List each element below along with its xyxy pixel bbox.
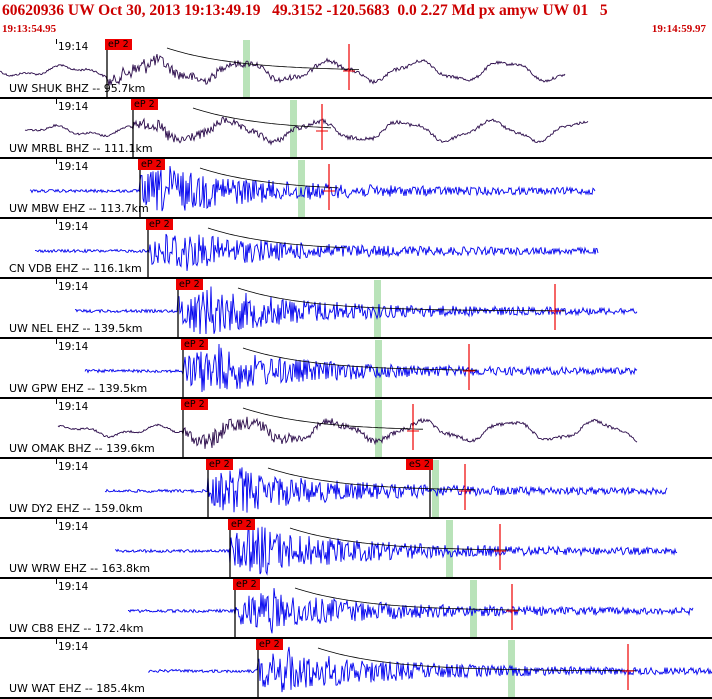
waveform-trace [74,286,638,335]
waveform-trace [35,233,599,271]
waveform-trace [24,116,589,146]
s-window-marker [375,340,382,398]
trace-separator [0,97,712,99]
waveform-trace [29,165,596,212]
s-window-marker [374,280,381,338]
p-pick-label[interactable]: eP 2 [105,39,132,50]
coda-curve [242,347,477,371]
trace-time-label: 19:14 [58,581,89,593]
trace-separator [0,337,712,339]
station-label[interactable]: UW DY2 EHZ -- 159.0km [9,502,143,515]
station-label[interactable]: UW NEL EHZ -- 139.5km [9,322,143,335]
trace-separator [0,517,712,519]
coda-curve [289,527,510,551]
waveform-trace [84,343,638,393]
waveform-trace [127,588,694,634]
minute-tick [56,219,57,224]
coda-curve [294,587,521,611]
station-label[interactable]: UW CB8 EHZ -- 172.4km [9,622,144,635]
station-label[interactable]: UW GPW EHZ -- 139.5km [9,382,148,395]
event-title: 60620936 UW Oct 30, 2013 19:13:49.19 49.… [2,2,608,19]
station-label[interactable]: UW WRW EHZ -- 163.8km [9,562,151,575]
start-time: 19:13:54.95 [2,23,57,35]
trace-separator [0,457,712,459]
minute-tick [56,579,57,584]
coda-curve [237,287,565,312]
trace-separator [0,637,712,639]
waveform-trace [104,467,668,513]
trace-separator [0,277,712,279]
s-pick-label[interactable]: eS 2 [406,459,433,470]
p-pick-label[interactable]: eP 2 [181,339,208,350]
p-pick-label[interactable]: eP 2 [146,219,173,230]
station-label[interactable]: CN VDB EHZ -- 116.1km [9,262,142,275]
trace-separator [0,397,712,399]
coda-curve [192,107,332,129]
trace-time-label: 19:14 [58,161,89,173]
waveform-trace [148,646,712,693]
minute-tick [56,39,57,44]
s-window-marker [243,40,250,98]
trace-time-label: 19:14 [58,461,89,473]
s-window-marker [375,400,382,458]
trace-time-label: 19:14 [58,341,89,353]
station-label[interactable]: UW MRBL BHZ -- 111.1km [9,142,153,155]
station-label[interactable]: UW WAT EHZ -- 185.4km [9,682,145,695]
p-pick-label[interactable]: eP 2 [138,159,165,170]
minute-tick [56,459,57,464]
p-pick-label[interactable]: eP 2 [228,519,255,530]
coda-curve [207,227,347,249]
waveform-trace [0,53,566,86]
trace-separator [0,217,712,219]
trace-separator [0,577,712,579]
coda-curve [166,47,359,70]
minute-tick [56,399,57,404]
station-label[interactable]: UW SHUK BHZ -- 95.7km [9,82,146,95]
trace-time-label: 19:14 [58,521,89,533]
trace-separator [0,157,712,159]
p-pick-label[interactable]: eP 2 [206,459,233,470]
minute-tick [56,519,57,524]
trace-time-label: 19:14 [58,101,89,113]
traces-canvas [0,40,712,698]
coda-curve [242,407,423,430]
station-label[interactable]: UW OMAK BHZ -- 139.6km [9,442,155,455]
minute-tick [56,639,57,644]
p-pick-label[interactable]: eP 2 [176,279,203,290]
trace-time-label: 19:14 [58,401,89,413]
p-pick-label[interactable]: eP 2 [256,639,283,650]
end-time: 19:14:59.97 [651,23,706,35]
p-pick-label[interactable]: eP 2 [233,579,260,590]
trace-time-label: 19:14 [58,641,89,653]
coda-curve [267,467,475,491]
minute-tick [56,339,57,344]
coda-curve [317,647,637,672]
p-pick-label[interactable]: eP 2 [181,399,208,410]
station-label[interactable]: UW MBW EHZ -- 113.7km [9,202,149,215]
minute-tick [56,279,57,284]
minute-tick [56,99,57,104]
p-pick-label[interactable]: eP 2 [131,99,158,110]
trace-time-label: 19:14 [58,41,89,53]
minute-tick [56,159,57,164]
coda-curve [199,167,339,189]
seismogram-panel: 19:14 UW SHUK BHZ -- 95.7km eP 2 19:14 UW MR… [0,38,712,699]
trace-time-label: 19:14 [58,281,89,293]
waveform-trace [114,526,678,576]
trace-time-label: 19:14 [58,221,89,233]
header: 60620936 UW Oct 30, 2013 19:13:49.19 49.… [0,0,712,38]
